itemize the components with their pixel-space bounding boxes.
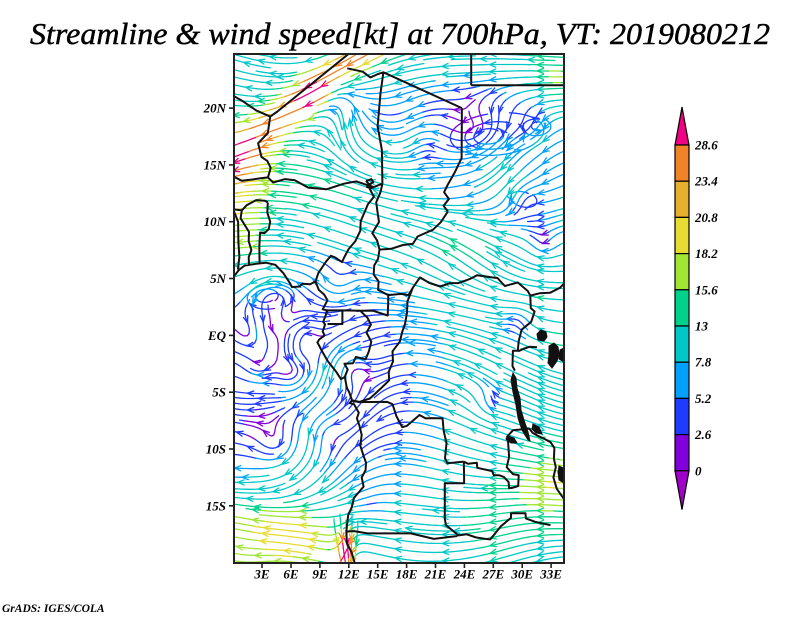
svg-text:2.6: 2.6 xyxy=(694,427,712,442)
svg-text:23.4: 23.4 xyxy=(694,174,718,189)
svg-text:20N: 20N xyxy=(203,101,227,116)
svg-text:5S: 5S xyxy=(212,385,226,400)
svg-text:EQ: EQ xyxy=(207,328,227,343)
svg-text:0: 0 xyxy=(695,463,702,478)
svg-text:18.2: 18.2 xyxy=(695,246,718,261)
svg-text:5.2: 5.2 xyxy=(695,391,712,406)
svg-text:5N: 5N xyxy=(210,271,227,286)
svg-text:15E: 15E xyxy=(367,567,389,582)
svg-text:6E: 6E xyxy=(283,567,299,582)
svg-text:13: 13 xyxy=(695,319,709,334)
svg-text:9E: 9E xyxy=(312,567,328,582)
svg-text:12E: 12E xyxy=(338,567,360,582)
svg-text:15S: 15S xyxy=(206,498,226,513)
svg-text:10N: 10N xyxy=(204,214,227,229)
svg-text:20.8: 20.8 xyxy=(694,210,718,225)
svg-text:GrADS: IGES/COLA: GrADS: IGES/COLA xyxy=(2,603,105,615)
svg-text:33E: 33E xyxy=(539,567,562,582)
svg-text:21E: 21E xyxy=(424,567,447,582)
svg-text:10S: 10S xyxy=(206,442,226,457)
svg-text:18E: 18E xyxy=(396,567,418,582)
svg-text:7.8: 7.8 xyxy=(695,355,712,370)
svg-text:3E: 3E xyxy=(253,567,270,582)
svg-text:Streamline & wind speed[kt] at: Streamline & wind speed[kt] at 700hPa, V… xyxy=(30,16,770,51)
svg-text:24E: 24E xyxy=(453,567,476,582)
svg-text:30E: 30E xyxy=(510,567,533,582)
svg-text:28.6: 28.6 xyxy=(694,138,718,153)
svg-text:15.6: 15.6 xyxy=(695,282,718,297)
svg-text:27E: 27E xyxy=(481,567,504,582)
svg-text:15N: 15N xyxy=(204,157,227,172)
